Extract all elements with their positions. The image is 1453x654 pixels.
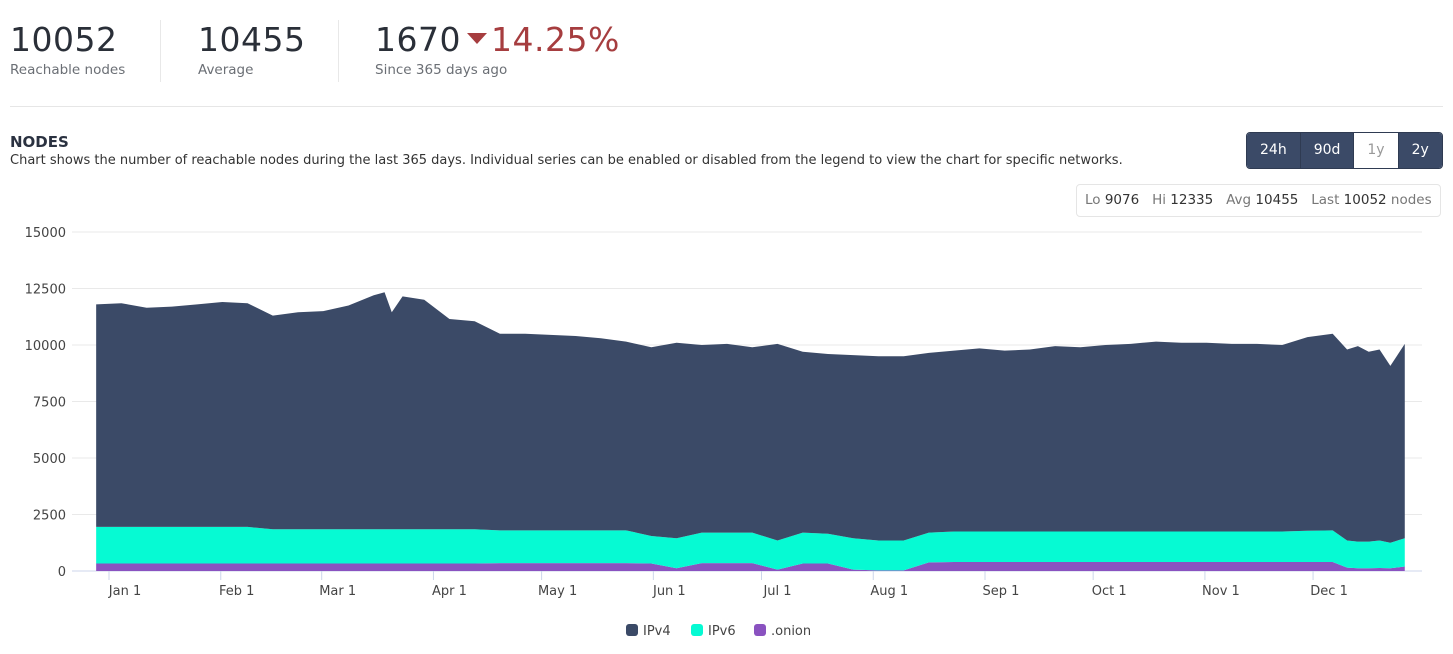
area-ipv4 — [96, 292, 1405, 543]
range-24h-button[interactable]: 24h — [1247, 133, 1301, 168]
x-tick-label: Dec 1 — [1310, 584, 1348, 599]
lo-label: Lo — [1085, 192, 1101, 208]
range-90d-button[interactable]: 90d — [1300, 133, 1355, 168]
last-value: 10052 — [1343, 192, 1387, 208]
unit-label: nodes — [1390, 192, 1432, 208]
legend-marker-icon — [691, 624, 703, 636]
avg-label: Avg — [1226, 192, 1252, 208]
y-tick-label: 0 — [58, 565, 66, 580]
y-tick-label: 5000 — [33, 452, 66, 467]
x-tick-label: Nov 1 — [1202, 584, 1240, 599]
y-tick-label: 2500 — [33, 509, 66, 524]
reachable-nodes-label: Reachable nodes — [10, 62, 126, 78]
area-onion — [96, 561, 1405, 571]
down-triangle-icon — [466, 33, 487, 44]
range-selector: 24h 90d 1y 2y — [1246, 132, 1443, 169]
hi-value: 12335 — [1170, 192, 1214, 208]
divider — [338, 20, 339, 82]
y-tick-label: 12500 — [25, 283, 66, 298]
section-description: Chart shows the number of reachable node… — [10, 153, 1123, 168]
legend-label: IPv6 — [708, 624, 736, 639]
legend-item-ipv4[interactable]: IPv4 — [626, 624, 671, 639]
legend-label: .onion — [771, 624, 811, 639]
legend-item-onion[interactable]: .onion — [754, 624, 811, 639]
average-label: Average — [198, 62, 254, 78]
x-tick-label: Jun 1 — [652, 584, 686, 599]
legend-marker-icon — [626, 624, 638, 636]
hi-label: Hi — [1152, 192, 1166, 208]
divider — [10, 106, 1443, 107]
x-tick-label: Jul 1 — [762, 584, 791, 599]
x-tick-label: Jan 1 — [108, 584, 141, 599]
change-percent: 14.25% — [490, 20, 620, 59]
lo-value: 9076 — [1104, 192, 1140, 208]
change-value: 1670 — [375, 20, 461, 59]
x-tick-label: Mar 1 — [319, 584, 356, 599]
section-title: NODES — [10, 133, 69, 151]
stat-average: 10455 Average — [198, 20, 305, 78]
area-ipv6 — [96, 526, 1405, 571]
summary-box: Lo 9076 Hi 12335 Avg 10455 Last 10052 no… — [1076, 184, 1441, 217]
range-1y-button[interactable]: 1y — [1354, 133, 1399, 168]
x-tick-label: Aug 1 — [870, 584, 908, 599]
y-tick-label: 7500 — [33, 396, 66, 411]
y-tick-label: 15000 — [25, 226, 66, 241]
x-tick-label: May 1 — [538, 584, 577, 599]
x-tick-label: Apr 1 — [432, 584, 467, 599]
y-tick-label: 10000 — [25, 339, 66, 354]
avg-value: 10455 — [1255, 192, 1299, 208]
divider — [160, 20, 161, 82]
average-value: 10455 — [198, 20, 306, 59]
x-tick-label: Sep 1 — [983, 584, 1020, 599]
stat-reachable-nodes: 10052 Reachable nodes — [10, 20, 125, 78]
range-2y-button[interactable]: 2y — [1398, 133, 1442, 168]
last-label: Last — [1311, 192, 1340, 208]
legend-item-ipv6[interactable]: IPv6 — [691, 624, 736, 639]
x-tick-label: Oct 1 — [1092, 584, 1127, 599]
change-label: Since 365 days ago — [375, 62, 508, 78]
stat-change: 1670 14.25% Since 365 days ago — [375, 20, 620, 78]
legend-marker-icon — [754, 624, 766, 636]
reachable-nodes-value: 10052 — [10, 20, 118, 59]
legend-label: IPv4 — [643, 624, 671, 639]
x-tick-label: Feb 1 — [219, 584, 254, 599]
